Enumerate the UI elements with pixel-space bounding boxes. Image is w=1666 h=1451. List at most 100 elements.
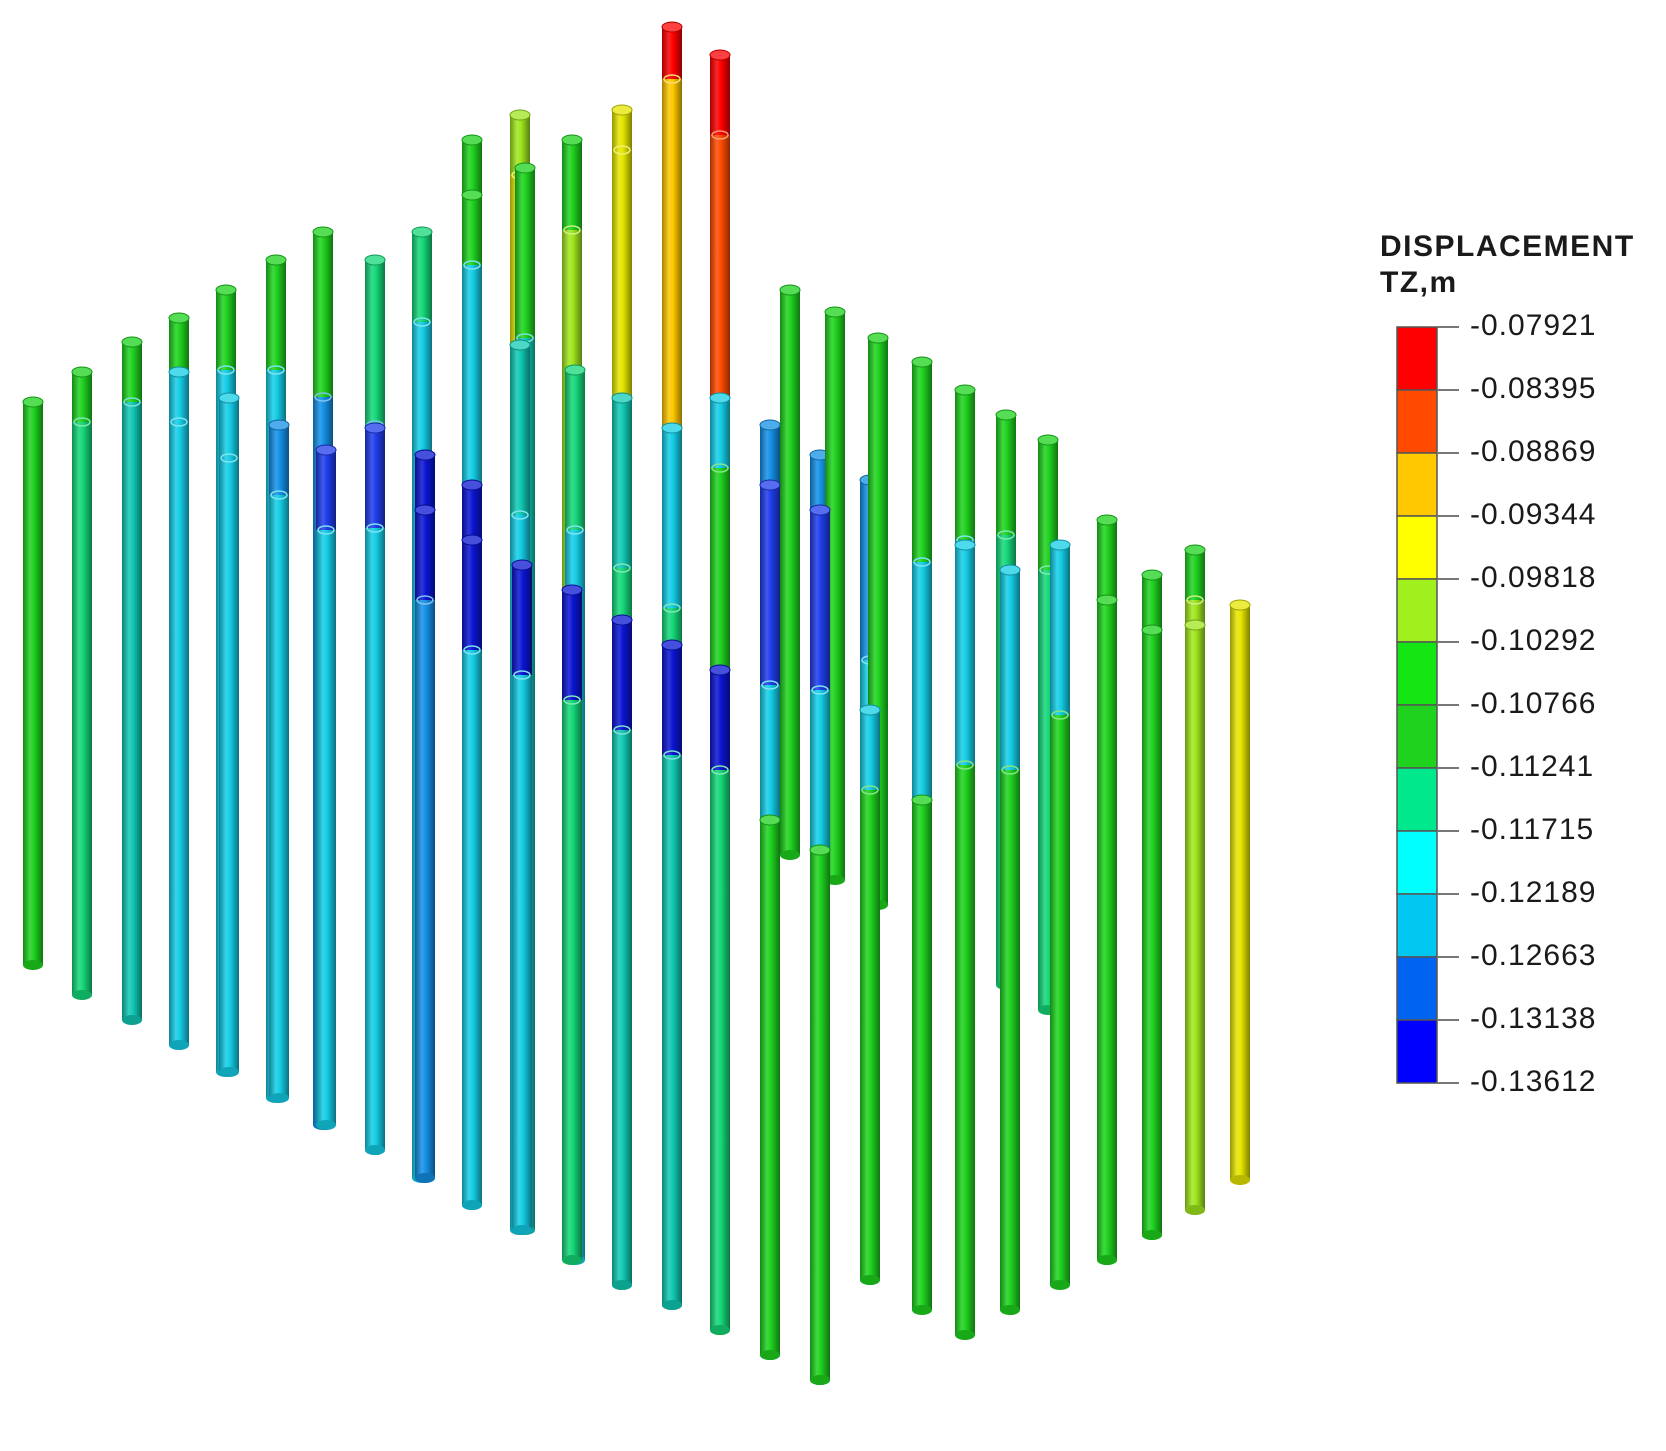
pile-segment [365,428,385,528]
pile-cap [1049,539,1071,551]
pile-segment [169,372,189,422]
pile-cap [759,419,781,431]
pile-base [1000,1305,1020,1315]
pile-cap [461,189,483,201]
pile-cap [859,704,881,716]
pile [1184,619,1206,1215]
pile-cap [168,366,190,378]
pile-segment [316,530,336,1125]
pile-cap [1184,544,1206,556]
pile-joint [563,695,581,705]
pile-base [316,1120,336,1130]
pile-joint [413,317,431,327]
pile-cap [759,479,781,491]
pile-base [662,1300,682,1310]
pile-base [23,960,43,970]
pile-base [1097,1255,1117,1265]
pile-cap [954,539,976,551]
pile-segment [72,422,92,995]
pile-base [122,1015,142,1025]
pile [1229,599,1251,1185]
pile [809,844,831,1385]
pile-joint [314,392,332,402]
pile-base [269,1093,289,1103]
pile-segment [1185,625,1205,1210]
pile-segment [515,168,535,338]
pile [661,639,683,1310]
pile-base [760,1350,780,1360]
pile-segment [313,232,333,397]
pile-segment [710,670,730,770]
pile-base [512,1225,532,1235]
pile-base [365,1145,385,1155]
pile-segment [1142,575,1162,635]
pile-segment [219,398,239,458]
pile-segment [710,398,730,468]
pile-segment [810,850,830,1380]
pile-cap [661,639,683,651]
pile-joint [267,365,285,375]
pile-joint [613,145,631,155]
pile-cap [611,614,633,626]
pile [1096,594,1118,1265]
pile [71,366,93,1000]
pile-segment [23,402,43,965]
pile-cap [215,284,237,296]
legend-color-bar [1396,326,1459,1084]
pile-joint [997,530,1015,540]
pile-segment [269,495,289,1098]
legend-value: -0.13138 [1470,1002,1597,1035]
pile-segment [1000,570,1020,770]
pile [364,422,386,1155]
legend-value: -0.11715 [1470,813,1595,846]
pile-segment [562,140,582,230]
pile-joint [220,453,238,463]
pile-joint [366,523,384,533]
pile-cap [1096,594,1118,606]
pile-segment [912,362,932,562]
pile-cap [809,844,831,856]
pile-cap [461,134,483,146]
pile-segment [612,620,632,730]
pile-cap [561,134,583,146]
legend-value: -0.10292 [1470,624,1597,657]
pile-segment [512,565,532,675]
pile-cap [779,284,801,296]
pile-cap [759,814,781,826]
pile-segment [510,345,530,515]
legend-value: -0.09818 [1470,561,1597,594]
pile-segment [462,195,482,265]
pile-segment [415,600,435,1178]
pile-segment [462,650,482,1205]
pile-cap [461,479,483,491]
pile-joint [1186,595,1204,605]
legend-band [1396,452,1438,517]
pile-cap [809,504,831,516]
legend-value: -0.07921 [1470,309,1597,342]
pile-segment [955,765,975,1335]
pile-joint [317,525,335,535]
pile [709,664,731,1335]
legend-value: -0.12663 [1470,939,1597,972]
pile-cap [1141,624,1163,636]
pile-base [72,990,92,1000]
pile-cap [268,419,290,431]
pile-segment [662,428,682,608]
pile-segment [169,422,189,1045]
pile-segment [562,590,582,700]
legend-band [1396,578,1438,643]
pile [759,814,781,1360]
pile-cap [1096,514,1118,526]
pile-joint [663,74,681,84]
pile [779,284,801,860]
legend-band [1396,830,1438,895]
legend-band [1396,956,1438,1021]
pile-cap [954,384,976,396]
pile-cap [1037,434,1059,446]
pile [1049,539,1071,1290]
pile [461,534,483,1210]
pile-joint [711,463,729,473]
pile-joint [513,670,531,680]
pile-segment [860,790,880,1280]
legend-value: -0.12189 [1470,876,1597,909]
